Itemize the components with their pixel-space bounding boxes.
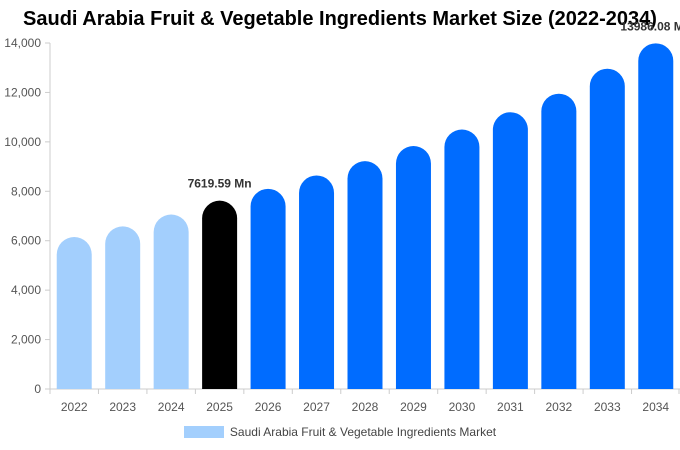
x-tick-label: 2034 [642, 400, 669, 414]
bar-2034 [638, 43, 674, 389]
data-label-2025: 7619.59 Mn [188, 177, 252, 191]
bars [56, 43, 674, 390]
x-tick-label: 2026 [255, 400, 282, 414]
x-tick-label: 2032 [545, 400, 572, 414]
y-tick-label: 10,000 [4, 135, 41, 149]
y-tick-label: 0 [34, 382, 41, 396]
x-tick-label: 2031 [497, 400, 524, 414]
x-tick-label: 2025 [206, 400, 233, 414]
x-axis: 2022 2023 2024 2025 2026 2027 2028 2029 2030 2031… [49, 388, 680, 414]
x-tick-label: 2023 [109, 400, 136, 414]
bar-2026 [250, 188, 286, 389]
x-tick-label: 2022 [61, 400, 88, 414]
bar-2028 [347, 161, 383, 389]
y-tick-label: 6,000 [11, 234, 41, 248]
y-axis: 0 2,000 4,000 6,000 8,000 10,000 12,000 14,000 [4, 36, 51, 396]
chart-title: Saudi Arabia Fruit & Vegetable Ingredien… [23, 8, 657, 30]
x-tick-label: 2024 [158, 400, 185, 414]
x-tick-label: 2029 [400, 400, 427, 414]
data-label-2034: 13986.08 Mn [620, 19, 680, 33]
bar-2031 [492, 112, 528, 390]
bar-2023 [105, 226, 141, 389]
x-tick-label: 2027 [303, 400, 330, 414]
x-tick-label: 2033 [594, 400, 621, 414]
y-tick-label: 4,000 [11, 283, 41, 297]
bar-2027 [299, 175, 335, 389]
y-tick-label: 8,000 [11, 184, 41, 198]
y-tick-label: 2,000 [11, 333, 41, 347]
legend: Saudi Arabia Fruit & Vegetable Ingredien… [0, 425, 680, 439]
bar-2029 [395, 146, 431, 389]
bar-2032 [541, 93, 577, 390]
bar-2030 [444, 129, 480, 389]
bar-2033 [589, 68, 625, 390]
legend-swatch [183, 426, 224, 438]
legend-label: Saudi Arabia Fruit & Vegetable Ingredien… [229, 425, 497, 439]
y-tick-label: 14,000 [4, 36, 41, 50]
x-tick-label: 2028 [352, 400, 379, 414]
x-tick-label: 2030 [449, 400, 476, 414]
data-labels: 7619.59 Mn 13986.08 Mn [188, 19, 680, 190]
y-tick-label: 12,000 [4, 85, 41, 99]
bar-2025 [202, 200, 238, 389]
bar-2024 [153, 214, 189, 389]
bar-2022 [56, 237, 92, 389]
